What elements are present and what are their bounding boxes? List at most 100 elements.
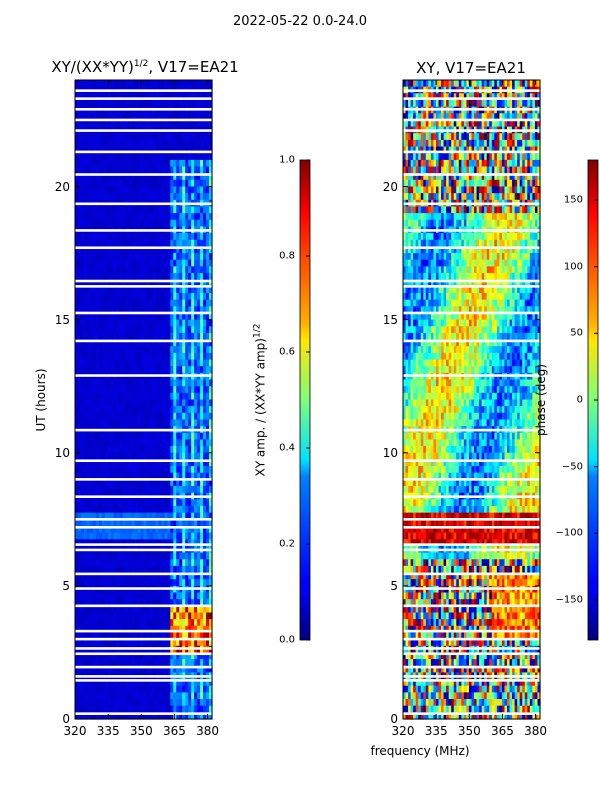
- heatmap-cell: [188, 572, 192, 580]
- heatmap-cell: [95, 253, 100, 261]
- heatmap-cell: [134, 146, 139, 154]
- heatmap-cell: [113, 692, 118, 700]
- heatmap-cell: [140, 399, 145, 407]
- heatmap-cell: [134, 525, 139, 534]
- heatmap-cell: [137, 286, 142, 294]
- heatmap-cell: [161, 466, 165, 474]
- heatmap-cell: [209, 565, 213, 574]
- heatmap-cell: [188, 146, 192, 154]
- heatmap-cell: [75, 446, 79, 454]
- heatmap-cell: [107, 219, 112, 228]
- heatmap-cell: [101, 319, 106, 327]
- heatmap-cell: [173, 432, 177, 441]
- heatmap-cell: [83, 119, 88, 128]
- heatmap-cell: [119, 419, 124, 427]
- heatmap-cell: [128, 359, 133, 367]
- heatmap-cell: [75, 133, 79, 141]
- heatmap-cell: [185, 319, 189, 327]
- heatmap-cell: [128, 459, 133, 467]
- heatmap-cell: [122, 139, 127, 148]
- heatmap-cell: [149, 319, 154, 327]
- heatmap-cell: [77, 153, 82, 161]
- heatmap-cell: [101, 273, 106, 281]
- heatmap-cell: [179, 579, 183, 587]
- heatmap-cell: [131, 479, 136, 487]
- heatmap-cell: [158, 572, 162, 580]
- heatmap-cell: [173, 605, 177, 614]
- heatmap-cell: [143, 612, 148, 620]
- heatmap-cell: [200, 532, 204, 540]
- heatmap-cell: [140, 159, 145, 168]
- heatmap-cell: [200, 346, 204, 354]
- heatmap-cell: [75, 625, 79, 634]
- heatmap-cell: [104, 253, 109, 261]
- heatmap-cell: [191, 273, 195, 281]
- heatmap-cell: [194, 705, 198, 713]
- heatmap-cell: [438, 139, 442, 148]
- heatmap-cell: [125, 279, 130, 287]
- heatmap-cell: [92, 179, 97, 188]
- heatmap-cell: [116, 326, 121, 334]
- heatmap-cell: [140, 679, 145, 687]
- heatmap-cell: [137, 632, 142, 640]
- heatmap-cell: [86, 639, 91, 647]
- heatmap-cell: [466, 113, 470, 121]
- heatmap-cell: [194, 386, 198, 394]
- heatmap-cell: [155, 166, 159, 174]
- heatmap-cell: [95, 146, 100, 154]
- heatmap-cell: [179, 685, 183, 693]
- heatmap-cell: [122, 99, 127, 108]
- heatmap-cell: [80, 246, 85, 254]
- heatmap-cell: [403, 93, 407, 101]
- heatmap-cell: [191, 512, 195, 520]
- heatmap-cell: [119, 472, 124, 480]
- flagged-row: [75, 459, 212, 463]
- heatmap-cell: [110, 619, 115, 627]
- heatmap-cell: [77, 432, 82, 441]
- heatmap-cell: [128, 652, 133, 660]
- heatmap-cell: [83, 159, 88, 168]
- heatmap-cell: [92, 412, 97, 421]
- heatmap-cell: [92, 379, 97, 387]
- heatmap-cell: [185, 559, 189, 567]
- heatmap-cell: [167, 439, 171, 447]
- heatmap-cell: [125, 332, 130, 341]
- heatmap-cell: [176, 93, 180, 101]
- heatmap-cell: [188, 612, 192, 620]
- heatmap-cell: [206, 579, 210, 587]
- heatmap-cell: [200, 179, 204, 188]
- heatmap-cell: [155, 499, 159, 507]
- heatmap-cell: [80, 133, 85, 141]
- heatmap-cell: [507, 119, 511, 128]
- heatmap-cell: [170, 359, 174, 367]
- heatmap-cell: [179, 499, 183, 507]
- heatmap-cell: [164, 359, 168, 367]
- heatmap-cell: [116, 219, 121, 228]
- heatmap-cell: [98, 306, 103, 314]
- heatmap-cell: [206, 253, 210, 261]
- heatmap-cell: [161, 439, 165, 447]
- heatmap-cell: [80, 605, 85, 614]
- heatmap-cell: [456, 99, 460, 108]
- heatmap-cell: [113, 153, 118, 161]
- heatmap-cell: [176, 392, 180, 401]
- heatmap-cell: [107, 293, 112, 301]
- heatmap-cell: [203, 699, 207, 707]
- heatmap-cell: [146, 692, 151, 700]
- heatmap-cell: [491, 113, 495, 121]
- heatmap-cell: [122, 625, 127, 634]
- heatmap-cell: [86, 559, 91, 567]
- heatmap-cell: [80, 239, 85, 248]
- heatmap-cell: [149, 113, 154, 121]
- heatmap-cell: [179, 166, 183, 174]
- heatmap-cell: [188, 113, 192, 121]
- heatmap-cell: [206, 379, 210, 387]
- heatmap-cell: [137, 139, 142, 148]
- heatmap-cell: [140, 612, 145, 620]
- heatmap-cell: [125, 399, 130, 407]
- heatmap-cell: [140, 605, 145, 614]
- heatmap-cell: [104, 346, 109, 354]
- heatmap-cell: [484, 139, 488, 148]
- heatmap-cell: [182, 259, 186, 267]
- heatmap-cell: [110, 273, 115, 281]
